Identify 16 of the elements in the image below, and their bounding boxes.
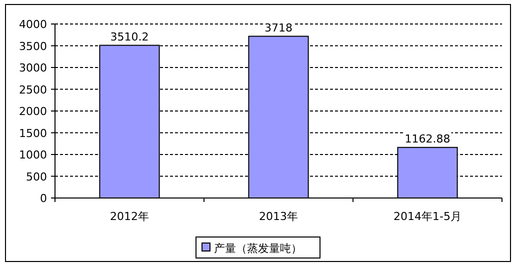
- y-tick-label: 500: [26, 170, 47, 184]
- y-tick-label: 3500: [19, 40, 47, 53]
- data-label: 3718: [264, 21, 292, 34]
- y-tick-label: 2000: [19, 105, 47, 118]
- y-tick-label: 2500: [19, 83, 47, 96]
- y-tick-label: 3000: [19, 62, 47, 74]
- x-tick-label: 2013年: [259, 210, 298, 223]
- x-tick-label: 2012年: [110, 210, 149, 223]
- data-label: 1162.88: [404, 132, 450, 146]
- y-tick-label: 0: [40, 192, 47, 205]
- y-tick-label: 4000: [19, 18, 47, 31]
- data-label: 3510.2: [110, 30, 149, 44]
- y-tick-label: 1000: [19, 148, 47, 162]
- legend-label: 产量（蒸发量吨）: [214, 242, 302, 255]
- y-tick-label: 1500: [19, 126, 47, 140]
- x-tick-label: 2014年1-5月: [394, 210, 462, 223]
